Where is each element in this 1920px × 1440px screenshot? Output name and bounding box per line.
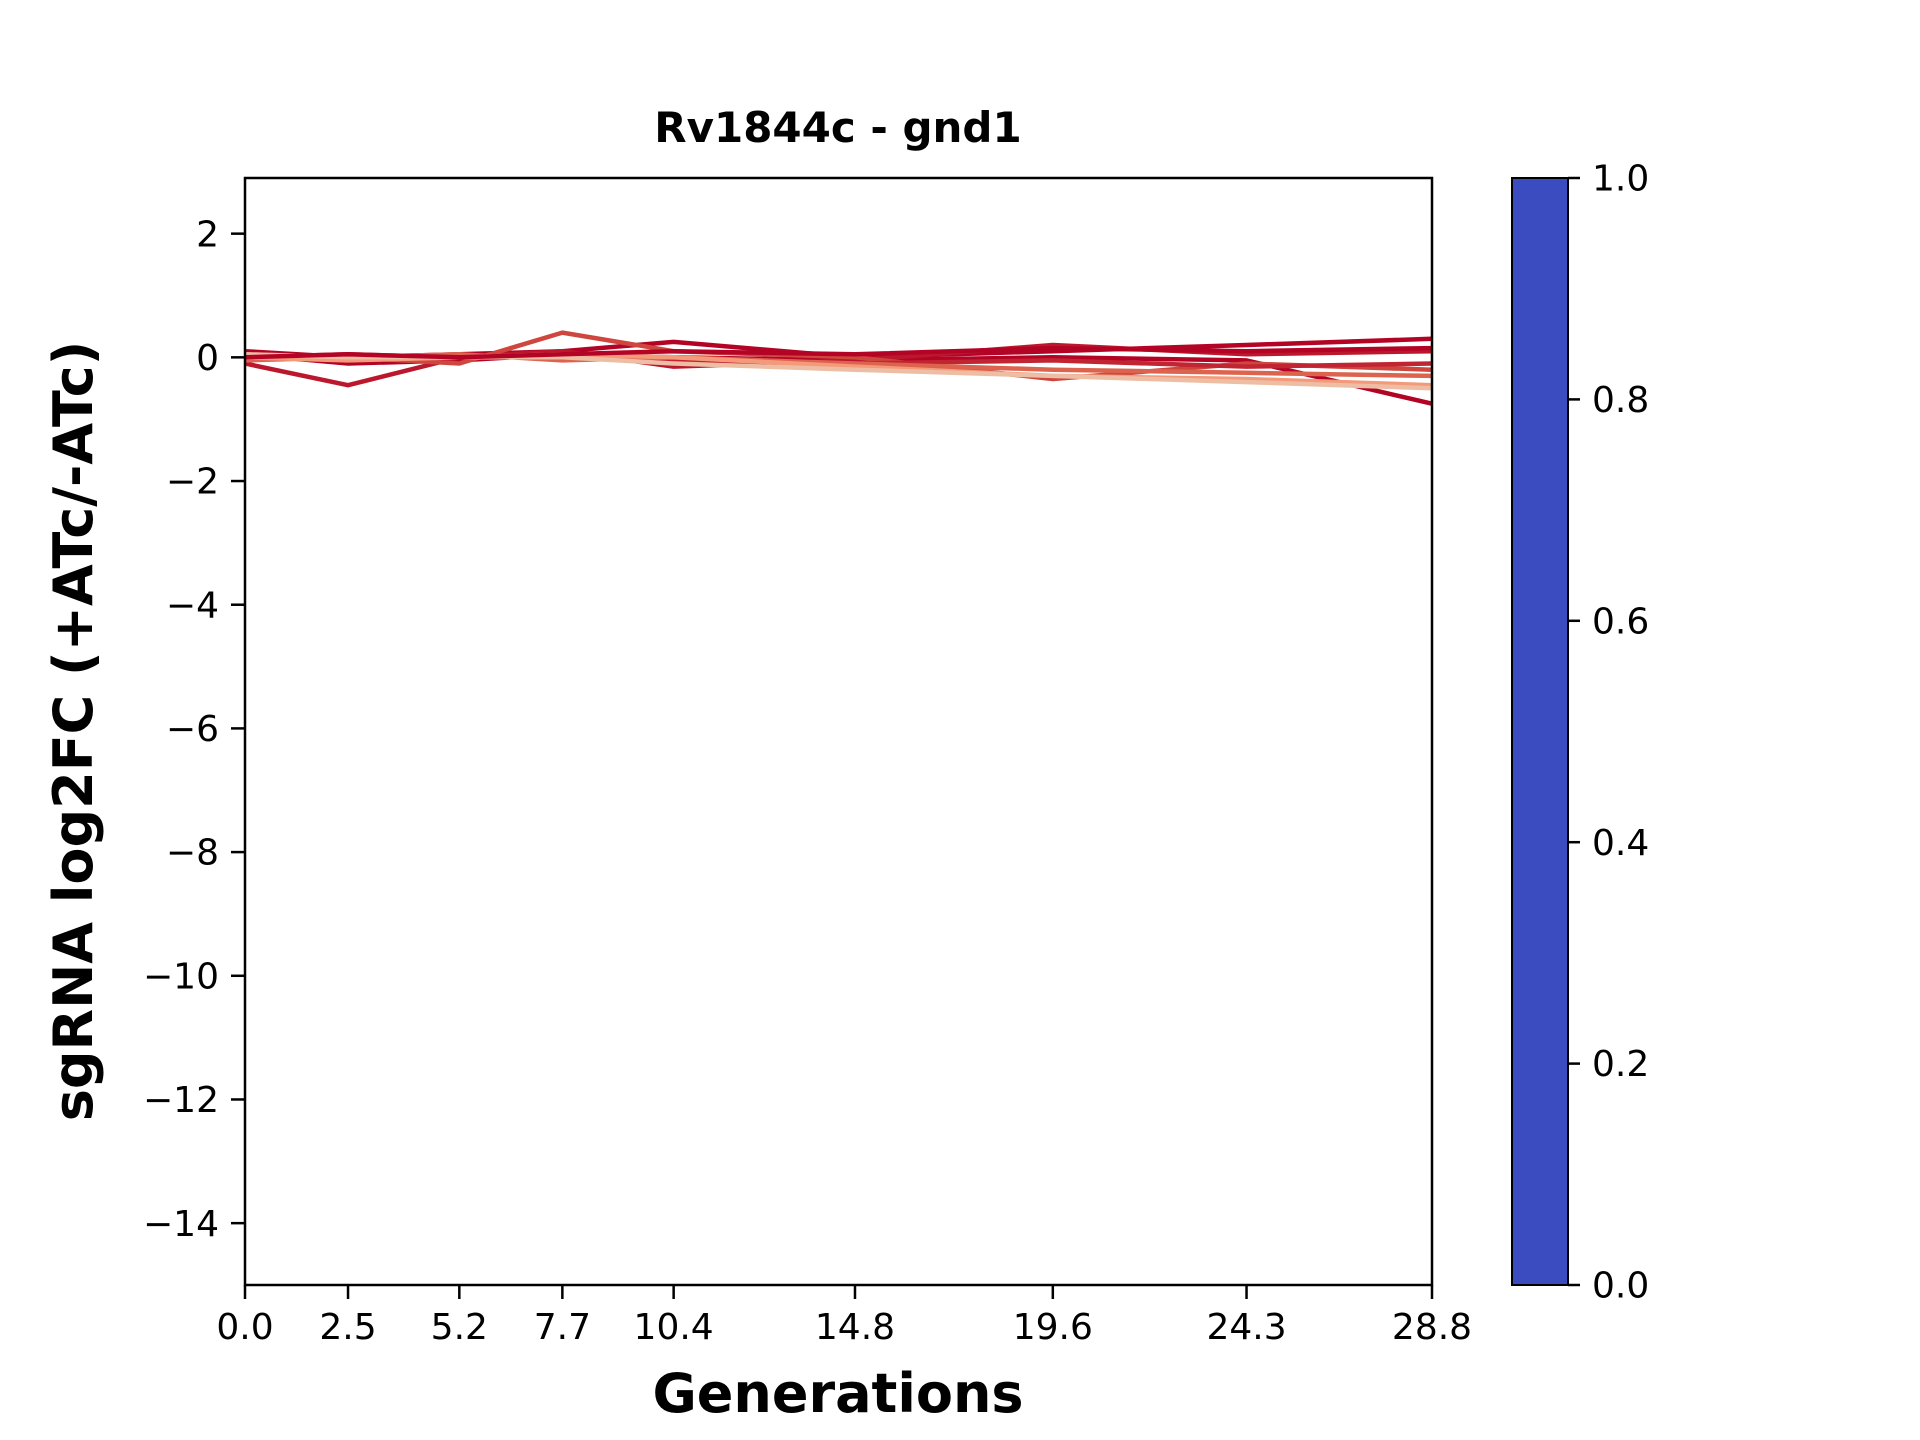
y-tick-label: 0	[196, 338, 219, 379]
colorbar-tick-label: 0.2	[1592, 1044, 1649, 1085]
y-tick-label: −8	[166, 833, 219, 874]
x-tick-label: 28.8	[1392, 1307, 1472, 1348]
y-tick-label: −2	[166, 462, 219, 503]
x-tick-label: 7.7	[534, 1307, 591, 1348]
series-lines	[245, 330, 1432, 406]
x-tick-label: 24.3	[1206, 1307, 1286, 1348]
x-axis-label: Generations	[652, 1362, 1023, 1425]
colorbar-tick-label: 1.0	[1592, 159, 1649, 200]
y-tick-label: −6	[166, 709, 219, 750]
x-tick-label: 2.5	[319, 1307, 376, 1348]
x-axis-ticks: 0.0 2.5 5.2 7.7 10.4 14.8 19.6 24.3 28.8	[216, 1285, 1472, 1348]
series-line	[245, 345, 1432, 360]
colorbar-tick-label: 0.4	[1592, 823, 1649, 864]
colorbar-tick-label: 0.6	[1592, 601, 1649, 642]
x-tick-label: 10.4	[634, 1307, 714, 1348]
colorbar-tick-label: 0.8	[1592, 380, 1649, 421]
y-axis-label: sgRNA log2FC (+ATc/-ATc)	[42, 341, 105, 1122]
y-tick-label: −14	[143, 1204, 219, 1245]
colorbar	[1511, 177, 1569, 1286]
y-axis-ticks: 2 0 −2 −4 −6 −8 −10 −12 −14	[143, 214, 245, 1245]
axes-border	[243, 176, 1434, 1287]
y-tick-label: −12	[143, 1080, 219, 1121]
y-tick-label: −4	[166, 585, 219, 626]
y-tick-label: 2	[196, 214, 219, 255]
y-tick-label: −10	[143, 956, 219, 997]
colorbar-tick-label: 0.0	[1592, 1266, 1649, 1307]
x-tick-label: 5.2	[431, 1307, 488, 1348]
x-tick-label: 19.6	[1013, 1307, 1093, 1348]
chart-title: Rv1844c - gnd1	[654, 103, 1021, 152]
x-tick-label: 14.8	[815, 1307, 895, 1348]
x-tick-label: 0.0	[216, 1307, 273, 1348]
colorbar-ticks: 1.0 0.8 0.6 0.4 0.2 0.0	[1568, 159, 1649, 1307]
